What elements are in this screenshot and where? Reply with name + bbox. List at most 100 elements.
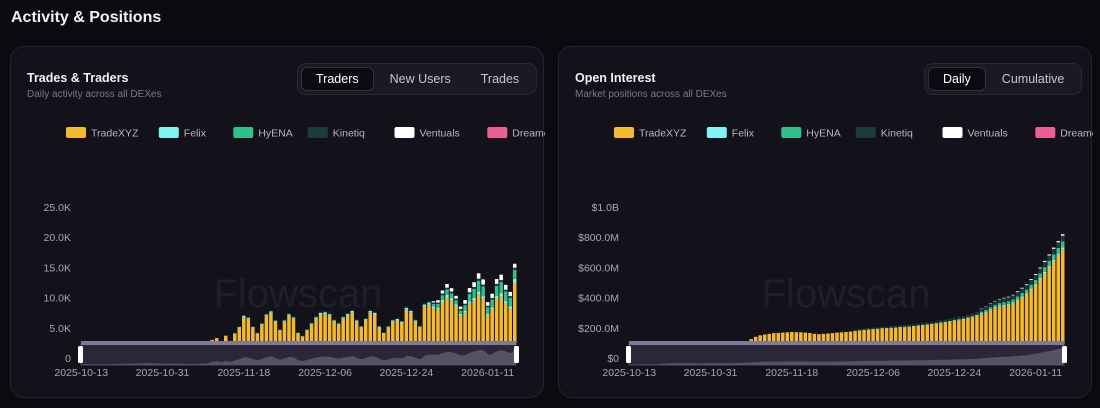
bar-tradexyz[interactable] xyxy=(993,308,997,358)
bar-kinetiq[interactable] xyxy=(345,312,350,315)
bar-kinetiq[interactable] xyxy=(975,311,979,315)
bar-kinetiq[interactable] xyxy=(440,293,445,296)
legend-item-tradexyz[interactable]: TradeXYZ xyxy=(614,127,687,140)
bar-hyena[interactable] xyxy=(1042,267,1047,272)
legend-item-felix[interactable]: Felix xyxy=(158,127,207,140)
bar-tradexyz[interactable] xyxy=(503,303,508,358)
bar-felix[interactable] xyxy=(993,307,997,309)
bar-felix[interactable] xyxy=(952,320,957,321)
bar-ventuals[interactable] xyxy=(490,293,494,298)
bar-tradexyz[interactable] xyxy=(323,313,327,358)
bar-tradexyz[interactable] xyxy=(467,303,472,358)
bar-ventuals[interactable] xyxy=(503,284,508,290)
bar-felix[interactable] xyxy=(291,317,296,319)
bar-tradexyz[interactable] xyxy=(1051,261,1056,358)
bar-hyena[interactable] xyxy=(440,295,445,301)
brush-handle-left[interactable] xyxy=(626,346,631,363)
bar-felix[interactable] xyxy=(255,333,260,334)
bar-felix[interactable] xyxy=(413,320,418,322)
bar-kinetiq[interactable] xyxy=(368,309,373,311)
bar-tradexyz[interactable] xyxy=(939,323,943,358)
bar-felix[interactable] xyxy=(979,313,984,315)
bar-tradexyz[interactable] xyxy=(404,309,409,358)
bar-felix[interactable] xyxy=(242,315,246,317)
bar-hyena[interactable] xyxy=(1056,247,1060,254)
bar-kinetiq[interactable] xyxy=(997,299,1002,304)
bar-kinetiq[interactable] xyxy=(911,324,916,326)
bar-kinetiq[interactable] xyxy=(857,329,862,331)
bar-hyena[interactable] xyxy=(503,291,508,302)
bar-felix[interactable] xyxy=(925,324,930,326)
bar-felix[interactable] xyxy=(1047,265,1051,268)
bar-felix[interactable] xyxy=(363,319,368,321)
bar-tradexyz[interactable] xyxy=(422,306,427,358)
bar-tradexyz[interactable] xyxy=(988,310,993,358)
bar-hyena[interactable] xyxy=(445,289,449,295)
bar-felix[interactable] xyxy=(961,318,966,320)
bar-ventuals[interactable] xyxy=(1047,254,1051,256)
bar-hyena[interactable] xyxy=(472,288,476,298)
bar-felix[interactable] xyxy=(966,317,970,319)
bar-felix[interactable] xyxy=(463,310,467,313)
bar-kinetiq[interactable] xyxy=(490,297,494,300)
bar-kinetiq[interactable] xyxy=(884,326,889,328)
bar-ventuals[interactable] xyxy=(440,290,445,294)
bar-tradexyz[interactable] xyxy=(332,321,336,358)
bar-felix[interactable] xyxy=(431,306,436,309)
bar-kinetiq[interactable] xyxy=(970,313,975,317)
legend-item-kinetiq[interactable]: Kinetiq xyxy=(307,127,365,140)
bar-kinetiq[interactable] xyxy=(916,323,921,326)
bar-kinetiq[interactable] xyxy=(1033,275,1038,280)
bar-kinetiq[interactable] xyxy=(436,302,440,304)
bar-felix[interactable] xyxy=(246,317,251,319)
bar-felix[interactable] xyxy=(1029,288,1033,291)
bar-felix[interactable] xyxy=(499,293,503,297)
bar-tradexyz[interactable] xyxy=(440,302,445,358)
bar-felix[interactable] xyxy=(1002,304,1006,306)
bar-hyena[interactable] xyxy=(458,310,463,314)
bar-tradexyz[interactable] xyxy=(318,314,323,358)
bar-kinetiq[interactable] xyxy=(1042,261,1047,268)
bar-felix[interactable] xyxy=(494,296,499,299)
bar-kinetiq[interactable] xyxy=(278,329,282,330)
bar-felix[interactable] xyxy=(1060,247,1065,250)
bar-felix[interactable] xyxy=(957,319,961,321)
bar-hyena[interactable] xyxy=(467,293,472,302)
bar-felix[interactable] xyxy=(264,314,269,316)
bar-ventuals[interactable] xyxy=(1051,247,1056,249)
bar-hyena[interactable] xyxy=(449,293,454,299)
bar-hyena[interactable] xyxy=(993,304,997,308)
bar-kinetiq[interactable] xyxy=(445,287,449,290)
bar-hyena[interactable] xyxy=(454,300,458,305)
bar-kinetiq[interactable] xyxy=(862,328,866,330)
bar-tradexyz[interactable] xyxy=(454,306,458,358)
bar-tradexyz[interactable] xyxy=(314,318,318,358)
bar-kinetiq[interactable] xyxy=(979,308,984,312)
bar-felix[interactable] xyxy=(1042,271,1047,274)
bar-hyena[interactable] xyxy=(1011,299,1015,303)
bar-kinetiq[interactable] xyxy=(391,319,395,321)
bar-hyena[interactable] xyxy=(1015,296,1020,300)
bar-kinetiq[interactable] xyxy=(467,292,472,294)
bar-kinetiq[interactable] xyxy=(943,319,948,322)
bar-hyena[interactable] xyxy=(1029,284,1033,289)
bar-kinetiq[interactable] xyxy=(427,300,431,303)
bar-felix[interactable] xyxy=(934,323,939,324)
bar-tradexyz[interactable] xyxy=(961,319,966,359)
bar-felix[interactable] xyxy=(988,309,993,311)
bar-kinetiq[interactable] xyxy=(458,308,463,311)
bar-tradexyz[interactable] xyxy=(481,298,485,358)
bar-tradexyz[interactable] xyxy=(458,315,463,358)
bar-kinetiq[interactable] xyxy=(1029,280,1033,285)
bar-tradexyz[interactable] xyxy=(1029,290,1033,358)
bar-kinetiq[interactable] xyxy=(984,306,988,310)
bar-tradexyz[interactable] xyxy=(391,321,395,358)
bar-felix[interactable] xyxy=(269,311,273,313)
bar-kinetiq[interactable] xyxy=(966,314,970,318)
bar-felix[interactable] xyxy=(440,300,445,303)
bar-kinetiq[interactable] xyxy=(305,329,309,330)
bar-kinetiq[interactable] xyxy=(291,316,296,318)
bar-tradexyz[interactable] xyxy=(350,312,354,358)
bar-tradexyz[interactable] xyxy=(395,320,400,358)
bar-hyena[interactable] xyxy=(1020,292,1024,297)
